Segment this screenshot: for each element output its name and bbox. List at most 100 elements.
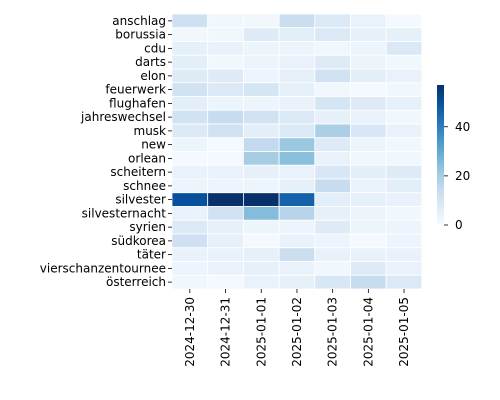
heatmap-cell <box>385 178 423 194</box>
colorbar-gradient <box>437 85 444 225</box>
heatmap-cell <box>171 274 209 290</box>
heatmap-cell <box>314 247 351 262</box>
heatmap-cell <box>314 54 351 70</box>
heatmap-cell <box>207 27 244 42</box>
heatmap-cell <box>314 164 351 180</box>
colorbar: 0 20 40 <box>437 85 470 232</box>
heatmap-cell <box>314 13 351 29</box>
heatmap-cell <box>242 164 280 180</box>
heatmap-cell <box>171 109 209 125</box>
heatmap-cell <box>278 219 316 235</box>
heatmap-cell <box>278 178 316 194</box>
heatmap-cell <box>385 68 423 84</box>
heatmap-cell <box>171 219 209 235</box>
heatmap-cell <box>242 247 280 262</box>
heatmap-cell <box>385 151 423 166</box>
heatmap-cell <box>278 137 316 152</box>
y-tick-label: new <box>141 138 166 152</box>
heatmap-cell <box>207 206 244 221</box>
heatmap-cell <box>350 178 387 194</box>
y-tick-label: silvester <box>115 193 166 207</box>
x-axis-labels: 2024-12-30 2024-12-31 2025-01-01 2025-01-02… <box>183 289 411 367</box>
heatmap-cell <box>314 192 351 207</box>
heatmap-cell <box>385 82 423 97</box>
heatmap-cell <box>171 54 209 70</box>
y-tick-label: anschlag <box>112 14 166 28</box>
heatmap-cell <box>207 192 244 207</box>
heatmap-cell <box>207 82 244 97</box>
y-tick-label: borussia <box>115 28 166 42</box>
y-tick-label: silvesternacht <box>82 206 167 220</box>
heatmap-cell <box>278 68 316 84</box>
heatmap-cell <box>314 82 351 97</box>
heatmap-cell <box>242 261 280 276</box>
heatmap-cell <box>207 109 244 125</box>
heatmap-cell <box>314 27 351 42</box>
heatmap-cell <box>207 219 244 235</box>
heatmap-cell <box>278 13 316 29</box>
heatmap-cell <box>350 137 387 152</box>
colorbar-tick-label: 20 <box>455 169 470 183</box>
y-tick-label: syrien <box>129 220 166 234</box>
heatmap-cell <box>242 137 280 152</box>
heatmap-cell <box>314 178 351 194</box>
heatmap-cell <box>350 109 387 125</box>
heatmap-cell <box>242 54 280 70</box>
heatmap-cell <box>207 274 244 290</box>
heatmap-cell <box>278 151 316 166</box>
heatmap-cell <box>278 274 316 290</box>
heatmap-cell <box>242 178 280 194</box>
heatmap-cell <box>350 27 387 42</box>
heatmap-cell <box>385 247 423 262</box>
heatmap-cell <box>314 96 351 111</box>
heatmap-cell <box>171 178 209 194</box>
heatmap-cell <box>350 68 387 84</box>
heatmap-cell <box>314 137 351 152</box>
heatmap-cell <box>350 219 387 235</box>
heatmap-cell <box>242 123 280 139</box>
y-tick-label: täter <box>137 248 166 262</box>
y-tick-label: südkorea <box>111 234 166 248</box>
y-tick-label: musk <box>134 124 167 138</box>
colorbar-tick-label: 0 <box>455 218 463 232</box>
heatmap-cell <box>207 233 244 249</box>
y-axis-labels: anschlagborussiacdudartselonfeuerwerkflu… <box>40 14 172 289</box>
heatmap-cell <box>171 82 209 97</box>
heatmap-cell <box>350 247 387 262</box>
heatmap-cell <box>207 13 244 29</box>
heatmap-cell <box>350 151 387 166</box>
heatmap-cell <box>171 261 209 276</box>
heatmap-cell <box>207 41 244 56</box>
heatmap-cell <box>385 123 423 139</box>
heatmap-cell <box>385 164 423 180</box>
heatmap-cell <box>350 13 387 29</box>
heatmap-cell <box>385 233 423 249</box>
x-tick-label: 2024-12-31 <box>219 297 233 367</box>
heatmap-cell <box>314 261 351 276</box>
x-tick-label: 2025-01-04 <box>361 297 375 367</box>
heatmap-cell <box>350 96 387 111</box>
heatmap-cell <box>207 123 244 139</box>
heatmap-cell <box>171 41 209 56</box>
heatmap-cell <box>314 109 351 125</box>
heatmap-cell <box>242 109 280 125</box>
y-tick-label: jahreswechsel <box>80 110 166 124</box>
y-tick-label: orlean <box>128 151 166 165</box>
heatmap-cell <box>242 192 280 207</box>
heatmap-cell <box>314 151 351 166</box>
heatmap-cell <box>314 219 351 235</box>
heatmap-cell <box>207 68 244 84</box>
x-tick-label: 2025-01-02 <box>290 297 304 367</box>
heatmap-cell <box>314 206 351 221</box>
heatmap-cell <box>385 27 423 42</box>
x-tick-label: 2025-01-05 <box>397 297 411 367</box>
heatmap-cell <box>242 96 280 111</box>
heatmap-cell <box>385 206 423 221</box>
heatmap-cell <box>350 82 387 97</box>
heatmap-cell <box>171 96 209 111</box>
heatmap-cell <box>171 164 209 180</box>
heatmap-cell <box>385 137 423 152</box>
y-tick-label: scheitern <box>110 165 166 179</box>
heatmap-cell <box>242 27 280 42</box>
